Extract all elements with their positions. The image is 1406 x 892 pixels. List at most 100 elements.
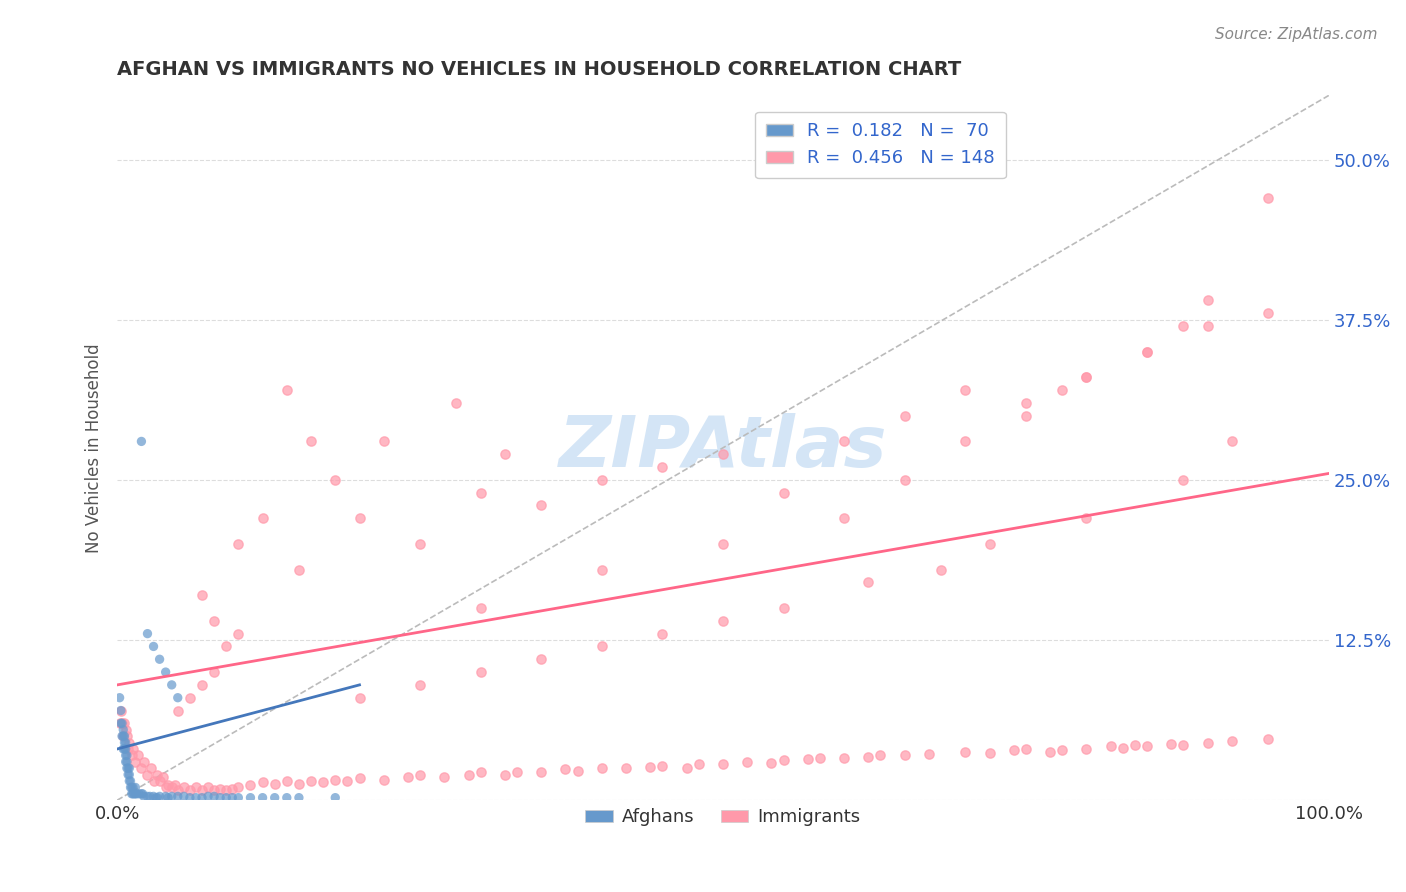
Point: [1112, 740, 1135, 755]
Point: [711, 757, 734, 772]
Point: [221, 781, 243, 796]
Point: [139, 761, 162, 775]
Point: [688, 757, 710, 772]
Point: [735, 755, 758, 769]
Point: [1173, 473, 1195, 487]
Point: [1076, 370, 1098, 384]
Point: [409, 678, 432, 692]
Point: [142, 789, 165, 804]
Point: [165, 778, 187, 792]
Point: [772, 485, 794, 500]
Point: [614, 761, 637, 775]
Point: [1076, 511, 1098, 525]
Point: [118, 774, 141, 789]
Point: [191, 678, 214, 692]
Point: [149, 789, 172, 804]
Point: [136, 767, 159, 781]
Point: [166, 704, 188, 718]
Point: [136, 626, 159, 640]
Point: [120, 780, 142, 795]
Point: [191, 588, 214, 602]
Point: [1197, 735, 1219, 749]
Point: [152, 770, 174, 784]
Point: [155, 780, 177, 795]
Point: [111, 729, 134, 743]
Text: ZIPAtlas: ZIPAtlas: [558, 413, 887, 483]
Text: AFGHAN VS IMMIGRANTS NO VEHICLES IN HOUSEHOLD CORRELATION CHART: AFGHAN VS IMMIGRANTS NO VEHICLES IN HOUS…: [117, 60, 962, 78]
Point: [288, 790, 311, 805]
Point: [349, 511, 371, 525]
Point: [1076, 742, 1098, 756]
Point: [202, 665, 225, 679]
Point: [832, 511, 855, 525]
Point: [149, 652, 172, 666]
Point: [893, 748, 915, 763]
Point: [228, 780, 250, 795]
Point: [470, 601, 492, 615]
Point: [173, 789, 195, 804]
Point: [1173, 738, 1195, 752]
Point: [112, 729, 135, 743]
Point: [1257, 731, 1279, 746]
Point: [457, 767, 479, 781]
Point: [506, 765, 529, 780]
Point: [979, 537, 1001, 551]
Point: [869, 748, 891, 763]
Point: [111, 716, 134, 731]
Point: [114, 723, 136, 737]
Point: [1197, 319, 1219, 334]
Point: [396, 770, 419, 784]
Point: [215, 783, 238, 797]
Point: [132, 789, 155, 804]
Point: [108, 716, 131, 731]
Point: [139, 789, 162, 804]
Point: [114, 729, 136, 743]
Point: [1173, 319, 1195, 334]
Point: [115, 761, 138, 775]
Point: [470, 665, 492, 679]
Point: [336, 774, 359, 789]
Point: [122, 787, 145, 801]
Point: [252, 511, 274, 525]
Point: [120, 774, 142, 789]
Point: [409, 767, 432, 781]
Point: [121, 748, 143, 763]
Point: [470, 765, 492, 780]
Point: [640, 760, 662, 774]
Point: [1220, 734, 1243, 748]
Point: [312, 775, 335, 789]
Point: [136, 789, 159, 804]
Point: [797, 752, 820, 766]
Point: [110, 716, 132, 731]
Point: [1220, 434, 1243, 449]
Point: [115, 729, 138, 743]
Point: [131, 434, 153, 449]
Point: [115, 755, 138, 769]
Point: [349, 690, 371, 705]
Point: [675, 761, 697, 775]
Point: [591, 473, 613, 487]
Point: [118, 735, 141, 749]
Point: [955, 745, 977, 759]
Point: [1002, 743, 1025, 757]
Point: [252, 775, 274, 789]
Point: [160, 678, 183, 692]
Point: [128, 787, 150, 801]
Point: [131, 787, 153, 801]
Point: [157, 778, 180, 792]
Point: [239, 790, 262, 805]
Point: [160, 780, 183, 795]
Point: [173, 780, 195, 795]
Point: [409, 537, 432, 551]
Point: [761, 756, 783, 770]
Point: [228, 537, 250, 551]
Point: [122, 780, 145, 795]
Point: [567, 764, 589, 778]
Point: [1050, 383, 1073, 397]
Point: [530, 765, 553, 780]
Point: [112, 729, 135, 743]
Point: [955, 434, 977, 449]
Point: [112, 742, 135, 756]
Point: [179, 790, 201, 805]
Point: [323, 473, 346, 487]
